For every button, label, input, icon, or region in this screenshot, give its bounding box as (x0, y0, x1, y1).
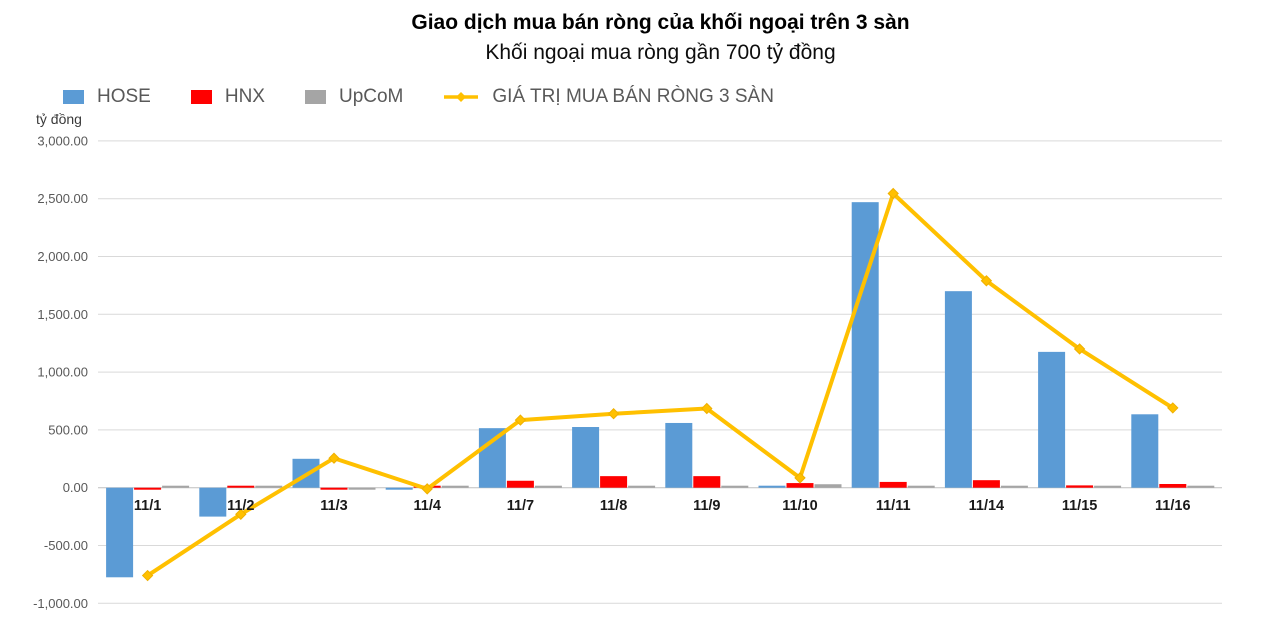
bar-upcom-11/2 (255, 485, 283, 488)
legend: HOSE HNX UpCoM GIÁ TRỊ MUA BÁN RÒNG 3 SÀN (63, 83, 774, 111)
bar-hose-11/9 (665, 422, 693, 488)
legend-item-hose: HOSE (63, 86, 151, 108)
legend-swatch-hose (63, 90, 84, 104)
x-tick-label: 11/3 (320, 498, 347, 514)
chart-title: Giao dịch mua bán ròng của khối ngoại tr… (411, 11, 910, 34)
x-tick-label: 11/11 (876, 498, 911, 514)
line-marker-11/2 (235, 508, 247, 520)
line-marker-11/4 (421, 483, 433, 495)
bar-hnx-11/8 (600, 476, 628, 488)
x-tick-label: 11/16 (1155, 498, 1191, 514)
bar-upcom-11/7 (534, 485, 562, 488)
y-tick-label: -500.00 (44, 538, 88, 553)
line-marker-11/7 (514, 414, 527, 426)
y-tick-label: 3,000.00 (37, 133, 88, 148)
line-marker-11/1 (141, 569, 154, 582)
y-tick-label: 0.00 (63, 480, 88, 495)
bar-hnx-11/15 (1066, 485, 1094, 488)
x-tick-label: 11/7 (507, 498, 534, 514)
legend-label-net-line: GIÁ TRỊ MUA BÁN RÒNG 3 SÀN (492, 86, 774, 107)
line-marker-11/10 (794, 472, 806, 484)
y-tick-label: 1,500.00 (37, 307, 88, 322)
x-tick-label: 11/2 (227, 498, 254, 514)
y-tick-label: 2,500.00 (37, 191, 88, 206)
line-marker-11/8 (607, 408, 620, 420)
x-tick-label: 11/4 (413, 498, 440, 514)
bar-upcom-11/8 (628, 485, 656, 488)
bar-hnx-11/14 (972, 480, 1000, 488)
bar-hose-11/10 (758, 485, 786, 488)
bar-upcom-11/16 (1187, 485, 1215, 488)
bar-hose-11/16 (1131, 414, 1159, 488)
legend-label-hnx: HNX (224, 86, 265, 107)
legend-swatch-upcom (304, 90, 326, 104)
bar-upcom-11/14 (1000, 485, 1028, 488)
bar-hnx-11/7 (506, 480, 534, 488)
line-marker-11/16 (1167, 402, 1179, 414)
bar-upcom-11/1 (162, 485, 190, 488)
bar-upcom-11/11 (907, 485, 935, 488)
legend-label-hose: HOSE (97, 86, 151, 107)
x-tick-label: 11/10 (782, 498, 818, 514)
y-axis-unit-label: tỷ đồng (36, 111, 82, 127)
bar-upcom-11/4 (441, 485, 469, 488)
y-tick-label: 2,000.00 (37, 249, 88, 264)
y-tick-label: 1,000.00 (37, 365, 88, 380)
bar-hnx-11/2 (227, 485, 255, 488)
line-marker-11/15 (1073, 343, 1086, 355)
legend-item-upcom: UpCoM (304, 86, 404, 108)
bar-hnx-11/9 (693, 476, 721, 488)
bar-hose-11/2 (199, 487, 227, 517)
bar-hnx-11/1 (134, 487, 162, 490)
bar-hnx-11/10 (786, 483, 814, 488)
bar-hose-11/15 (1038, 351, 1066, 488)
x-tick-label: 11/9 (693, 498, 720, 514)
x-tick-label: 11/14 (969, 498, 1005, 514)
bar-hnx-11/3 (320, 487, 348, 490)
line-marker-11/11 (887, 187, 899, 200)
x-tick-label: 11/1 (134, 498, 161, 514)
bar-hose-11/14 (944, 291, 972, 488)
bar-upcom-11/3 (348, 487, 376, 490)
line-marker-11/14 (980, 275, 993, 287)
y-tick-label: -1,000.00 (33, 596, 88, 611)
legend-swatch-hnx (190, 90, 212, 104)
bar-upcom-11/15 (1094, 485, 1122, 488)
legend-label-upcom: UpCoM (338, 86, 404, 107)
bar-hose-11/8 (572, 427, 600, 488)
y-tick-label: 500.00 (48, 422, 88, 437)
chart-subtitle: Khối ngoại mua ròng gần 700 tỷ đồng (485, 41, 836, 64)
bar-upcom-11/9 (721, 485, 749, 488)
bar-hose-11/7 (478, 428, 506, 488)
line-marker-11/3 (328, 452, 340, 464)
bar-upcom-11/10 (814, 484, 842, 488)
legend-item-net-line: GIÁ TRỊ MUA BÁN RÒNG 3 SÀN (443, 86, 774, 108)
bar-hnx-11/11 (879, 481, 907, 488)
x-tick-label: 11/15 (1062, 498, 1098, 514)
line-marker-11/9 (701, 402, 713, 415)
x-tick-label: 11/8 (600, 498, 627, 514)
net-value-line (145, 191, 1175, 578)
line-series-legend-icon (444, 92, 479, 102)
bar-hnx-11/16 (1159, 484, 1187, 488)
bar-hose-11/4 (385, 487, 413, 490)
legend-item-hnx: HNX (190, 86, 265, 108)
bar-hose-11/1 (106, 487, 134, 578)
